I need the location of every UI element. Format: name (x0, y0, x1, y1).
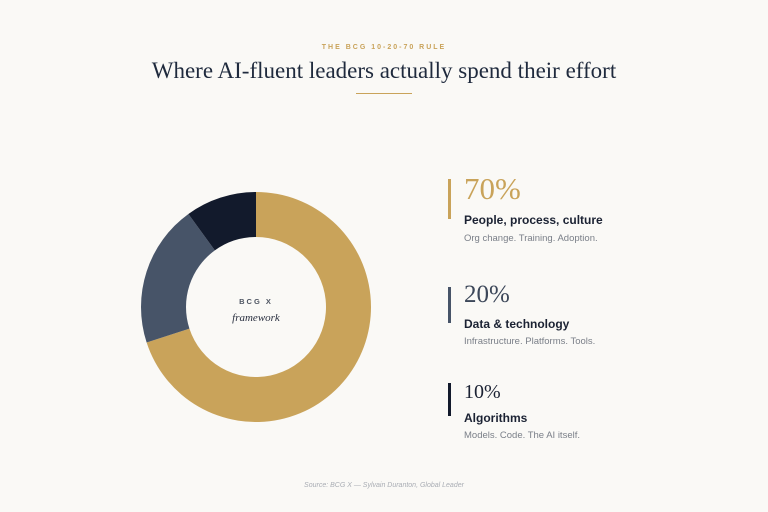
legend-label: Algorithms (464, 411, 528, 425)
donut-center-line2: framework (232, 312, 281, 324)
legend-label: Data & technology (464, 317, 570, 331)
donut-slices (141, 192, 371, 422)
title-divider (356, 93, 412, 94)
legend-description: Infrastructure. Platforms. Tools. (464, 336, 596, 347)
legend-bar (448, 287, 451, 323)
slice-data (141, 213, 215, 343)
legend-bar (448, 383, 451, 416)
legend-percent: 70% (464, 171, 521, 206)
legend-description: Models. Code. The AI itself. (464, 430, 580, 441)
source-note: Source: BCG X — Sylvain Duranton, Global… (304, 482, 464, 489)
eyebrow: THE BCG 10-20-70 RULE (321, 44, 447, 51)
page-title: Where AI-fluent leaders actually spend t… (151, 58, 617, 83)
legend-label: People, process, culture (464, 213, 603, 227)
legend-percent: 20% (464, 281, 510, 308)
slice-people (146, 192, 371, 422)
donut-chart: BCG X framework (141, 192, 371, 422)
legend-percent: 10% (464, 381, 501, 403)
legend-bar (448, 179, 451, 219)
slice-algorithms (188, 192, 256, 251)
donut-center-line1: BCG X (239, 297, 273, 306)
legend-description: Org change. Training. Adoption. (464, 233, 598, 244)
